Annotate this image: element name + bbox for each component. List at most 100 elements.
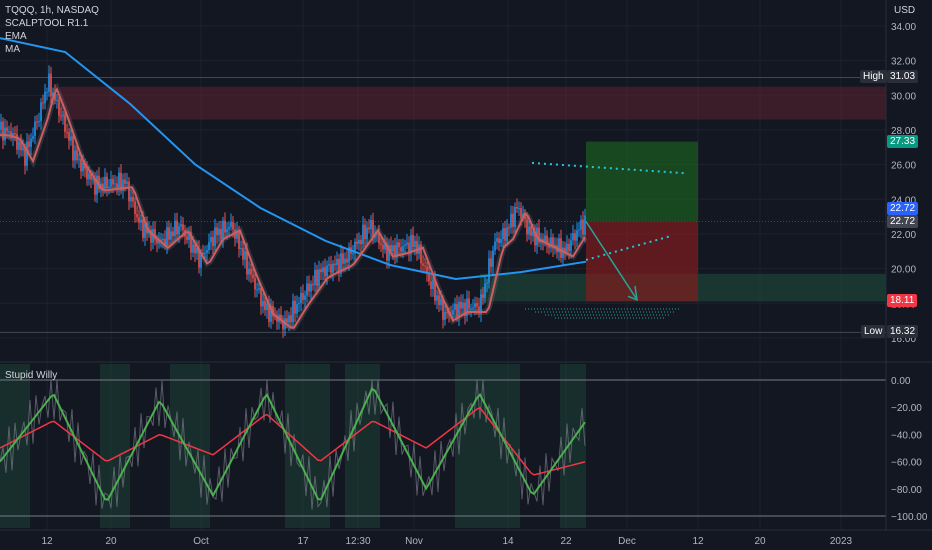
candle-body bbox=[208, 242, 210, 251]
candle-body bbox=[62, 115, 64, 117]
time-tick-label: 20 bbox=[105, 536, 117, 547]
symbol-title[interactable]: TQQQ, 1h, NASDAQ bbox=[5, 5, 99, 16]
candle-body bbox=[12, 133, 14, 138]
candle-body bbox=[490, 258, 492, 267]
candle-body bbox=[122, 179, 124, 191]
candle-body bbox=[360, 239, 362, 245]
candle-body bbox=[76, 150, 78, 160]
candle-body bbox=[248, 268, 250, 275]
candle-body bbox=[94, 179, 96, 195]
candle-body bbox=[352, 253, 354, 255]
candle-body bbox=[474, 303, 476, 308]
candle-body bbox=[372, 220, 374, 238]
candle-body bbox=[200, 253, 202, 268]
oscillator-title[interactable]: Stupid Willy bbox=[5, 370, 58, 381]
candle-body bbox=[226, 229, 228, 233]
candle-body bbox=[312, 283, 314, 286]
candle-body bbox=[82, 162, 84, 172]
candle-body bbox=[470, 308, 472, 310]
candle-body bbox=[412, 235, 414, 248]
candle-body bbox=[24, 147, 26, 166]
price-tick-label: 20.00 bbox=[891, 265, 916, 276]
candle-body bbox=[488, 258, 490, 283]
candle-body bbox=[346, 258, 348, 263]
candle-body bbox=[396, 242, 398, 258]
low-value: 16.32 bbox=[887, 325, 919, 338]
candle-body bbox=[546, 235, 548, 245]
candle-body bbox=[452, 309, 454, 315]
candle-body bbox=[364, 224, 366, 240]
indicator-ma[interactable]: MA bbox=[5, 44, 20, 55]
candle-body bbox=[250, 268, 252, 275]
osc-slow-line bbox=[0, 406, 586, 476]
candle-body bbox=[358, 239, 360, 244]
candle-body bbox=[298, 302, 300, 305]
candle-body bbox=[502, 228, 504, 240]
candle-body bbox=[534, 231, 536, 246]
candle-body bbox=[260, 288, 262, 307]
candle-body bbox=[104, 176, 106, 189]
high-label: High bbox=[860, 70, 887, 83]
candle-body bbox=[118, 172, 120, 188]
time-tick-label: 22 bbox=[560, 536, 572, 547]
osc-shaded-region bbox=[100, 364, 130, 528]
candle-body bbox=[238, 230, 240, 250]
candle-body bbox=[402, 246, 404, 252]
target-price-tag: 27.33 bbox=[887, 135, 919, 148]
indicator-ema[interactable]: EMA bbox=[5, 31, 27, 42]
candle-body bbox=[136, 214, 138, 218]
candle-body bbox=[164, 238, 166, 246]
candle-body bbox=[368, 227, 370, 230]
candle-body bbox=[120, 172, 122, 191]
candle-body bbox=[18, 141, 20, 150]
candle-body bbox=[466, 298, 468, 316]
candle-body bbox=[230, 222, 232, 227]
candle-body bbox=[392, 245, 394, 252]
candle-body bbox=[426, 266, 428, 274]
candle-body bbox=[330, 264, 332, 273]
candle-body bbox=[446, 312, 448, 314]
candle-body bbox=[512, 213, 514, 227]
target-zone bbox=[586, 141, 698, 222]
candle-body bbox=[404, 244, 406, 247]
candle-body bbox=[20, 141, 22, 151]
candle-body bbox=[538, 227, 540, 243]
candle-body bbox=[550, 237, 552, 248]
price-tick-label: 34.00 bbox=[891, 22, 916, 33]
stop-zone bbox=[586, 221, 698, 302]
stop-price-tag: 18.11 bbox=[887, 294, 918, 307]
candle-body bbox=[198, 248, 200, 268]
candle-body bbox=[562, 247, 564, 258]
time-tick-label: 12:30 bbox=[345, 536, 370, 547]
candle-body bbox=[58, 99, 60, 116]
candle-body bbox=[8, 131, 10, 133]
candle-body bbox=[78, 159, 80, 161]
indicator-scalptool[interactable]: SCALPTOOL R1.1 bbox=[5, 18, 89, 29]
candle-body bbox=[322, 267, 324, 273]
time-tick-label: Dec bbox=[618, 536, 636, 547]
candle-body bbox=[406, 242, 408, 245]
candle-body bbox=[574, 233, 576, 241]
candle-body bbox=[2, 121, 4, 141]
candle-body bbox=[354, 241, 356, 254]
candle-body bbox=[282, 319, 284, 330]
candle-body bbox=[494, 241, 496, 251]
candle-body bbox=[222, 220, 224, 240]
candle-body bbox=[116, 183, 118, 188]
candle-body bbox=[130, 196, 132, 202]
candle-body bbox=[42, 102, 44, 104]
candle-body bbox=[520, 208, 522, 218]
trade-zones bbox=[0, 76, 886, 333]
candle-body bbox=[510, 213, 512, 228]
candle-body bbox=[14, 133, 16, 135]
candle-body bbox=[64, 115, 66, 132]
osc-tick-label: −20.00 bbox=[891, 403, 922, 414]
close-price-tag: 22.72 bbox=[887, 215, 919, 228]
candle-body bbox=[570, 240, 572, 252]
candle-body bbox=[288, 315, 290, 323]
candle-body bbox=[266, 303, 268, 311]
candle-body bbox=[508, 227, 510, 229]
candle-body bbox=[60, 115, 62, 117]
candle-body bbox=[154, 229, 156, 240]
